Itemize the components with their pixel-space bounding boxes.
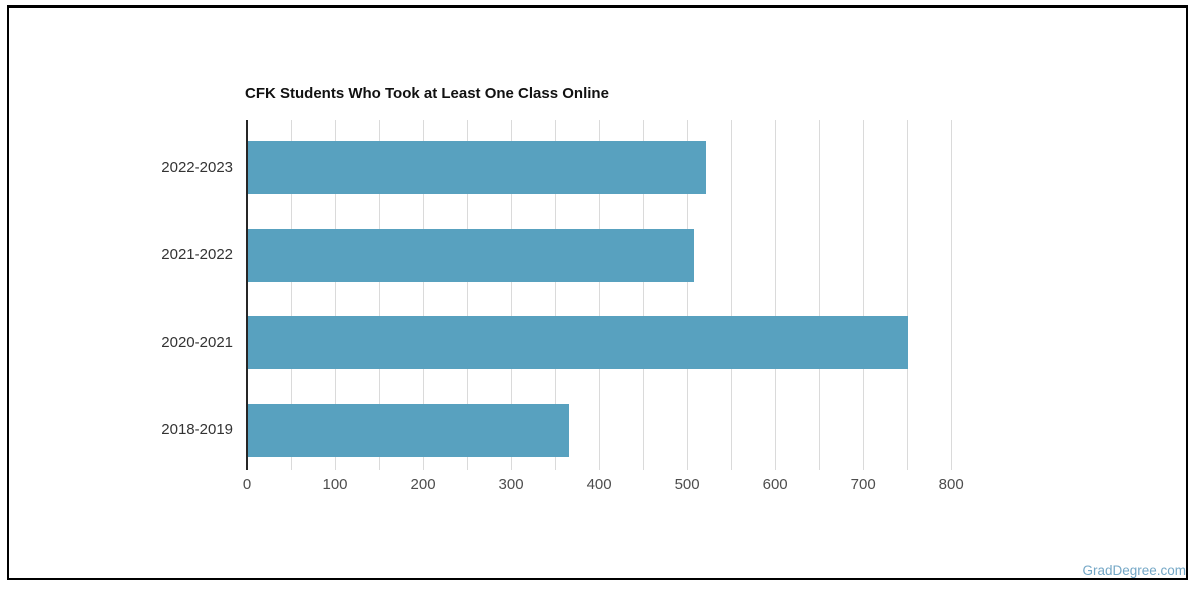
gridline-x-400 (599, 120, 601, 470)
watermark: GradDegree.com (1082, 563, 1186, 578)
chart-title: CFK Students Who Took at Least One Class… (245, 85, 609, 102)
category-label-2021-2022: 2021-2022 (161, 246, 233, 263)
x-tick-label-200: 200 (410, 476, 436, 493)
gridline-x-800 (951, 120, 953, 470)
gridline-x-200 (423, 120, 425, 470)
category-label-2020-2021: 2020-2021 (161, 333, 233, 351)
gridline-x-250 (467, 120, 469, 470)
gridline-x-150 (379, 120, 381, 470)
x-tick-label-800: 800 (938, 476, 964, 493)
bar-2022-2023 (247, 141, 707, 194)
x-tick-label-500: 500 (674, 476, 700, 493)
plot-area (246, 120, 960, 470)
category-label-2018-2019: 2018-2019 (161, 421, 233, 438)
gridline-x-100 (335, 120, 337, 470)
bar-2020-2021 (247, 316, 909, 369)
x-tick-label-100: 100 (322, 476, 348, 493)
x-tick-label-0: 0 (242, 476, 252, 493)
x-tick-label-600: 600 (762, 476, 788, 493)
y-axis-line (246, 120, 248, 470)
x-tick-label-400: 400 (586, 476, 612, 493)
gridline-x-350 (555, 120, 557, 470)
gridline-x-450 (643, 120, 645, 470)
gridline-x-600 (775, 120, 777, 470)
gridline-x-50 (291, 120, 292, 470)
category-label-2022-2023: 2022-2023 (161, 158, 233, 176)
x-tick-label-300: 300 (498, 476, 524, 493)
gridline-x-300 (511, 120, 513, 470)
gridline-x-750 (907, 120, 909, 470)
gridline-x-700 (863, 120, 865, 470)
chart-frame-border (7, 5, 1188, 580)
bar-2018-2019 (247, 403, 570, 457)
gridline-x-650 (819, 120, 821, 470)
gridline-x-500 (687, 120, 689, 470)
gridline-x-550 (731, 120, 733, 470)
bar-2021-2022 (247, 228, 695, 282)
x-tick-label-700: 700 (850, 476, 876, 493)
